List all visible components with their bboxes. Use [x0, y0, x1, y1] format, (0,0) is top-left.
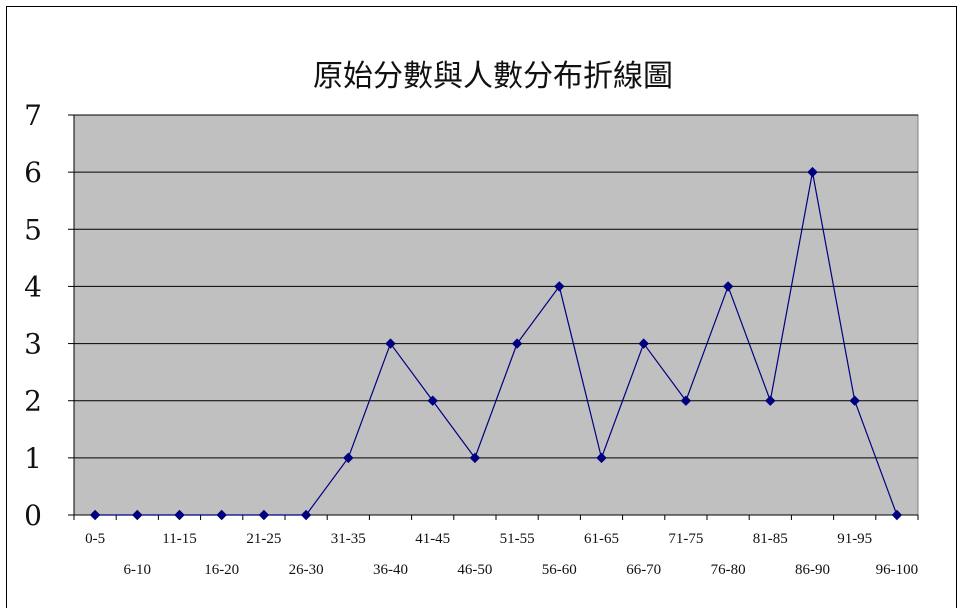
x-tick-label: 56-60	[542, 562, 577, 578]
data-point	[765, 395, 776, 406]
y-tick-label: 3	[24, 328, 42, 361]
y-tick-label: 4	[24, 270, 42, 303]
data-point	[596, 452, 607, 464]
x-tick-label: 36-40	[373, 562, 408, 578]
x-tick-label: 6-10	[124, 562, 152, 578]
data-point	[680, 395, 692, 406]
x-tick-label: 51-55	[500, 531, 535, 547]
x-tick-label: 26-30	[289, 562, 324, 578]
data-point	[511, 338, 523, 349]
series-line	[95, 172, 898, 516]
y-tick-label: 7	[24, 99, 42, 132]
data-point	[385, 338, 396, 349]
x-tick-label: 46-50	[457, 562, 492, 578]
y-tick-label: 6	[24, 156, 42, 189]
y-tick-label: 0	[24, 499, 42, 532]
x-tick-label: 41-45	[415, 531, 450, 547]
plot-area	[73, 114, 919, 516]
y-tick-label: 1	[24, 442, 42, 475]
x-tick-label: 31-35	[331, 531, 366, 547]
data-point	[554, 281, 565, 292]
data-point	[343, 452, 354, 464]
data-point	[427, 395, 438, 406]
x-tick-label: 11-15	[162, 531, 196, 547]
data-point	[807, 166, 818, 178]
data-point	[891, 509, 903, 521]
data-point	[89, 509, 101, 521]
x-tick-label: 0-5	[85, 531, 105, 547]
x-tick-label: 76-80	[711, 562, 746, 578]
x-tick-label: 86-90	[795, 562, 830, 578]
data-point	[638, 338, 649, 349]
x-tick-label: 91-95	[837, 531, 872, 547]
x-tick-label: 16-20	[204, 562, 239, 578]
y-tick-label: 5	[24, 213, 42, 246]
x-tick-label: 81-85	[753, 531, 788, 547]
x-tick-label: 61-65	[584, 531, 619, 547]
data-point	[174, 509, 185, 521]
data-point	[216, 509, 227, 521]
chart-title: 原始分數與人數分布折線圖	[313, 59, 673, 94]
x-tick-label: 71-75	[668, 531, 703, 547]
data-point	[849, 395, 860, 406]
x-tick-label: 66-70	[626, 562, 661, 578]
x-tick-label: 21-25	[246, 531, 281, 547]
data-point	[722, 281, 734, 292]
data-point	[258, 509, 270, 521]
data-point	[132, 509, 143, 521]
x-tick-label: 96-100	[876, 562, 919, 578]
data-point	[469, 452, 481, 464]
data-point	[300, 509, 312, 521]
y-tick-label: 2	[24, 385, 42, 418]
